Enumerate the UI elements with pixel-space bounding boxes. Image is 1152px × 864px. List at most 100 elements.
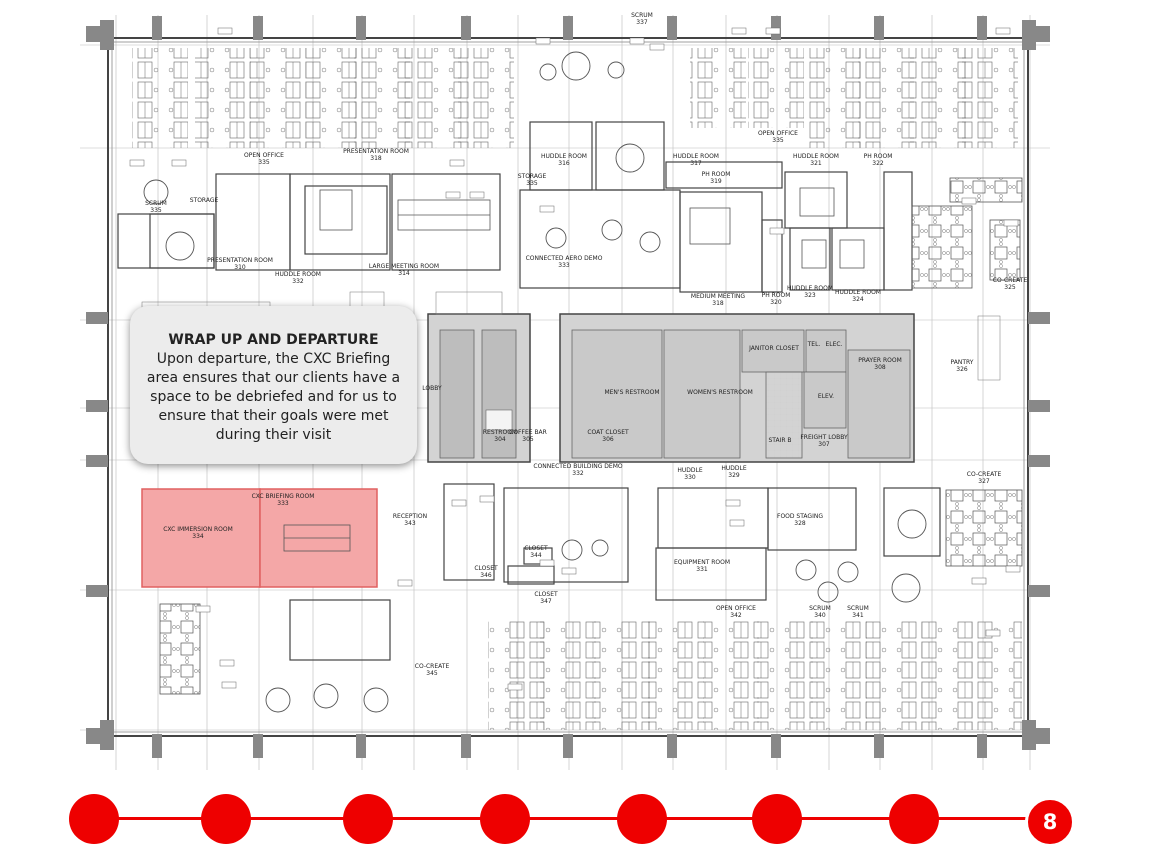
corner-columns [86,16,1050,758]
room-number-pantry-326: 326 [956,366,968,373]
room-number-huddle-room-317: 317 [690,160,702,167]
room-label-coffee-bar-305: COFFEE BAR [509,429,547,436]
timeline-step-6[interactable] [752,794,802,844]
room-label-medium-meeting-318: MEDIUM MEETING [691,293,746,300]
room-number-huddle-329: 329 [728,472,740,479]
room-label-closet-344: CLOSET [524,545,548,552]
room-number-presentation-room-310: 310 [234,264,246,271]
room-number-cxc-briefing-room-333: 333 [277,500,289,507]
timeline-step-7[interactable] [889,794,939,844]
room-number-large-meeting-room-314: 314 [398,270,410,277]
room-label-ph-room-319: PH ROOM [702,171,731,178]
room-label-equipment-room-331: EQUIPMENT ROOM [674,559,730,566]
room-label-open-office-335a: OPEN OFFICE [244,152,284,159]
room-label-huddle-room-321: HUDDLE ROOM [793,153,839,160]
room-label-cxc-immersion-room-334: CXC IMMERSION ROOM [163,526,233,533]
room-number-scrum-337: 337 [636,19,648,26]
room-number-equipment-room-331: 331 [696,566,708,573]
room-label-ph-room-322: PH ROOM [864,153,893,160]
room-walls [117,121,913,293]
room-label-open-office-342: OPEN OFFICE [716,605,756,612]
room-number-huddle-330: 330 [684,474,696,481]
room-number-cxc-immersion-room-334: 334 [192,533,204,540]
room-label-prayer-room-308: PRAYER ROOM [858,357,902,364]
room-label-ph-room-320: PH ROOM [762,292,791,299]
timeline-step-5[interactable] [617,794,667,844]
room-label-co-create-327: CO-CREATE [967,471,1002,478]
room-label-co-create-345: CO-CREATE [415,663,450,670]
room-number-prayer-room-308: 308 [874,364,886,371]
room-label-scrum-340: SCRUM [809,605,831,612]
room-label-mens-restroom: MEN'S RESTROOM [604,389,659,396]
room-label-storage-335: STORAGE [518,173,547,180]
room-label-huddle-room-323: HUDDLE ROOM [787,285,833,292]
open-office-desks-bottom [488,620,1022,730]
room-number-closet-344: 344 [530,552,542,559]
meeting-furniture [159,177,1023,695]
building-core [427,313,915,463]
room-label-cxc-briefing-room-333: CXC BRIEFING ROOM [252,493,315,500]
room-label-pantry-326: PANTRY [951,359,974,366]
room-label-presentation-room-318: PRESENTATION ROOM [343,148,409,155]
room-label-connected-aero-demo-333: CONNECTED AERO DEMO [526,255,603,262]
room-label-scrum-335: SCRUM [145,200,167,207]
room-label-elev: ELEV. [818,393,834,400]
room-number-ph-room-322: 322 [872,160,884,167]
room-label-coat-closet-306: COAT CLOSET [587,429,629,436]
room-label-closet-347: CLOSET [534,591,558,598]
room-label-scrum-341: SCRUM [847,605,869,612]
room-label-co-create-325: CO-CREATE [993,277,1028,284]
room-label-huddle-room-332: HUDDLE ROOM [275,271,321,278]
room-number-scrum-335: 335 [150,207,162,214]
room-label-presentation-room-310: PRESENTATION ROOM [207,257,273,264]
timeline-line [95,817,1055,820]
room-number-huddle-room-321: 321 [810,160,822,167]
room-label-open-office-335b: OPEN OFFICE [758,130,798,137]
room-label-restroom-304: RESTROOM [483,429,517,436]
room-label-food-staging-328: FOOD STAGING [777,513,823,520]
room-label-huddle-329: HUDDLE [721,465,746,472]
room-number-connected-building-demo-332: 332 [572,470,584,477]
room-label-tel: TEL. [807,341,821,348]
room-label-womens-restroom: WOMEN'S RESTROOM [687,389,753,396]
briefing-table [283,524,351,552]
room-label-huddle-room-317: HUDDLE ROOM [673,153,719,160]
room-number-medium-meeting-318: 318 [712,300,724,307]
timeline-step-4[interactable] [480,794,530,844]
timeline-step-2[interactable] [201,794,251,844]
room-number-co-create-345: 345 [426,670,438,677]
room-number-scrum-340: 340 [814,612,826,619]
room-number-food-staging-328: 328 [794,520,806,527]
timeline-step-1[interactable] [69,794,119,844]
room-number-storage-335: 335 [526,180,538,187]
room-number-huddle-room-323: 323 [804,292,816,299]
room-label-reception-343: RECEPTION [393,513,427,520]
room-label-connected-building-demo-332: CONNECTED BUILDING DEMO [533,463,622,470]
furniture-tags [129,27,1021,691]
room-number-huddle-room-332: 332 [292,278,304,285]
room-label-large-meeting-room-314: LARGE MEETING ROOM [369,263,439,270]
lower-room-walls [289,483,941,661]
room-number-closet-346: 346 [480,572,492,579]
room-label-storage-a: STORAGE [190,197,219,204]
cxc-immersion-room-highlight [141,488,261,588]
room-label-stair-b: STAIR B [768,437,791,444]
room-label-huddle-330: HUDDLE [677,467,702,474]
room-label-lobby: LOBBY [422,385,442,392]
room-number-freight-lobby-307: 307 [818,441,830,448]
room-number-huddle-room-324: 324 [852,296,864,303]
room-label-huddle-room-316: HUDDLE ROOM [541,153,587,160]
round-tables [143,51,927,713]
timeline-step-8-current[interactable]: 8 [1025,797,1075,847]
room-label-janitor-closet: JANITOR CLOSET [748,345,799,352]
callout-panel: WRAP UP AND DEPARTURE Upon departure, th… [130,306,417,464]
room-label-huddle-room-324: HUDDLE ROOM [835,289,881,296]
room-number-connected-aero-demo-333: 333 [558,262,570,269]
timeline-step-3[interactable] [343,794,393,844]
room-number-open-office-335b: 335 [772,137,784,144]
room-label-freight-lobby-307: FREIGHT LOBBY [800,434,848,441]
room-number-co-create-327: 327 [978,478,990,485]
room-number-closet-347: 347 [540,598,552,605]
room-number-open-office-335a: 335 [258,159,270,166]
